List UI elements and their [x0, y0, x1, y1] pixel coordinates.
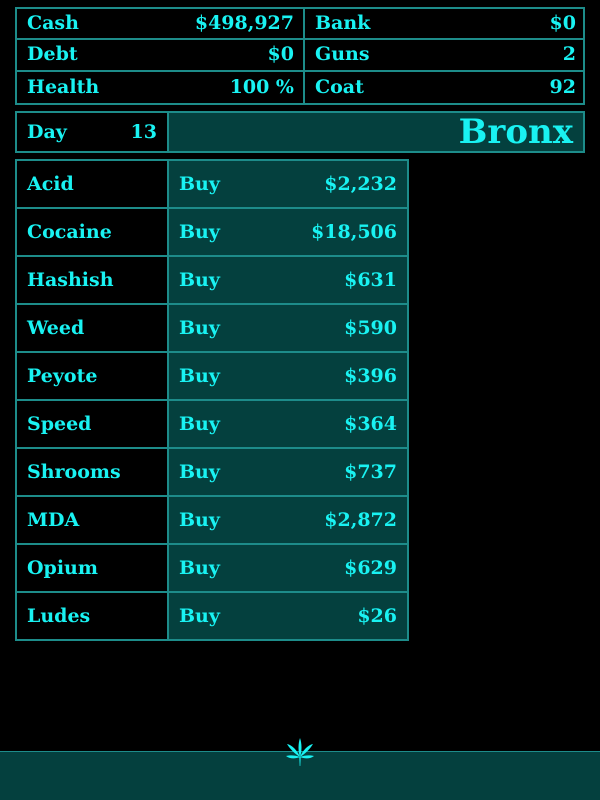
cannabis-leaf-icon-svg: [286, 738, 314, 766]
buy-label: Buy: [179, 269, 220, 291]
buy-button[interactable]: Buy $2,872: [169, 497, 407, 543]
drug-price: $364: [344, 413, 397, 435]
stat-coat: Coat 92: [305, 72, 585, 103]
drug-price: $629: [344, 557, 397, 579]
drug-name: Speed: [17, 401, 169, 447]
drug-price: $18,506: [311, 221, 397, 243]
buy-label: Buy: [179, 221, 220, 243]
buy-button[interactable]: Buy $18,506: [169, 209, 407, 255]
buy-button[interactable]: Buy $631: [169, 257, 407, 303]
market-row: Weed Buy $590: [17, 305, 407, 353]
drug-price: $2,872: [324, 509, 397, 531]
drug-name: Shrooms: [17, 449, 169, 495]
day-value: 13: [130, 121, 157, 143]
stat-label-coat: Coat: [315, 75, 364, 98]
market-row: Shrooms Buy $737: [17, 449, 407, 497]
market-row: Peyote Buy $396: [17, 353, 407, 401]
buy-label: Buy: [179, 605, 220, 627]
drug-name: MDA: [17, 497, 169, 543]
drug-price: $396: [344, 365, 397, 387]
buy-button[interactable]: Buy $629: [169, 545, 407, 591]
buy-label: Buy: [179, 413, 220, 435]
drug-name: Opium: [17, 545, 169, 591]
stat-label-debt: Debt: [27, 43, 78, 66]
stat-bank: Bank $0: [305, 9, 585, 41]
stat-value-health: 100 %: [229, 75, 294, 98]
drug-price: $590: [344, 317, 397, 339]
market-table: Acid Buy $2,232 Cocaine Buy $18,506 Hash…: [15, 159, 409, 641]
day-label: Day: [27, 121, 67, 143]
market-row: Ludes Buy $26: [17, 593, 407, 639]
buy-label: Buy: [179, 317, 220, 339]
drug-price: $631: [344, 269, 397, 291]
drug-price: $2,232: [324, 173, 397, 195]
buy-button[interactable]: Buy $396: [169, 353, 407, 399]
buy-label: Buy: [179, 509, 220, 531]
stat-value-coat: 92: [549, 75, 576, 98]
stat-value-debt: $0: [267, 43, 294, 66]
stats-panel: Cash $498,927 Bank $0 Debt $0 Guns 2 Hea…: [15, 7, 585, 105]
drug-price: $737: [344, 461, 397, 483]
drug-name: Weed: [17, 305, 169, 351]
stat-cash: Cash $498,927: [17, 9, 305, 41]
cannabis-leaf-icon[interactable]: [285, 737, 315, 767]
market-row: Cocaine Buy $18,506: [17, 209, 407, 257]
buy-label: Buy: [179, 557, 220, 579]
drug-name: Acid: [17, 161, 169, 207]
stat-value-cash: $498,927: [194, 12, 294, 35]
location-name: Bronx: [458, 112, 573, 152]
stat-guns: Guns 2: [305, 40, 585, 72]
location-button[interactable]: Bronx: [169, 112, 583, 152]
stat-value-bank: $0: [549, 12, 576, 35]
buy-label: Buy: [179, 461, 220, 483]
market-row: Hashish Buy $631: [17, 257, 407, 305]
market-row: Opium Buy $629: [17, 545, 407, 593]
buy-button[interactable]: Buy $590: [169, 305, 407, 351]
market-row: MDA Buy $2,872: [17, 497, 407, 545]
drug-name: Ludes: [17, 593, 169, 639]
stat-value-guns: 2: [562, 43, 576, 66]
buy-button[interactable]: Buy $737: [169, 449, 407, 495]
drug-price: $26: [357, 605, 397, 627]
market-row: Speed Buy $364: [17, 401, 407, 449]
stat-debt: Debt $0: [17, 40, 305, 72]
stat-health: Health 100 %: [17, 71, 305, 103]
drug-name: Peyote: [17, 353, 169, 399]
stat-label-guns: Guns: [315, 43, 370, 66]
buy-label: Buy: [179, 173, 220, 195]
market-row: Acid Buy $2,232: [17, 161, 407, 209]
drug-name: Cocaine: [17, 209, 169, 255]
stat-label-bank: Bank: [315, 12, 371, 35]
stat-label-health: Health: [27, 75, 100, 98]
buy-button[interactable]: Buy $2,232: [169, 161, 407, 207]
buy-label: Buy: [179, 365, 220, 387]
buy-button[interactable]: Buy $26: [169, 593, 407, 639]
day-counter: Day 13: [17, 113, 169, 151]
drug-name: Hashish: [17, 257, 169, 303]
buy-button[interactable]: Buy $364: [169, 401, 407, 447]
day-location-bar: Day 13 Bronx: [15, 111, 585, 153]
stat-label-cash: Cash: [27, 12, 79, 35]
